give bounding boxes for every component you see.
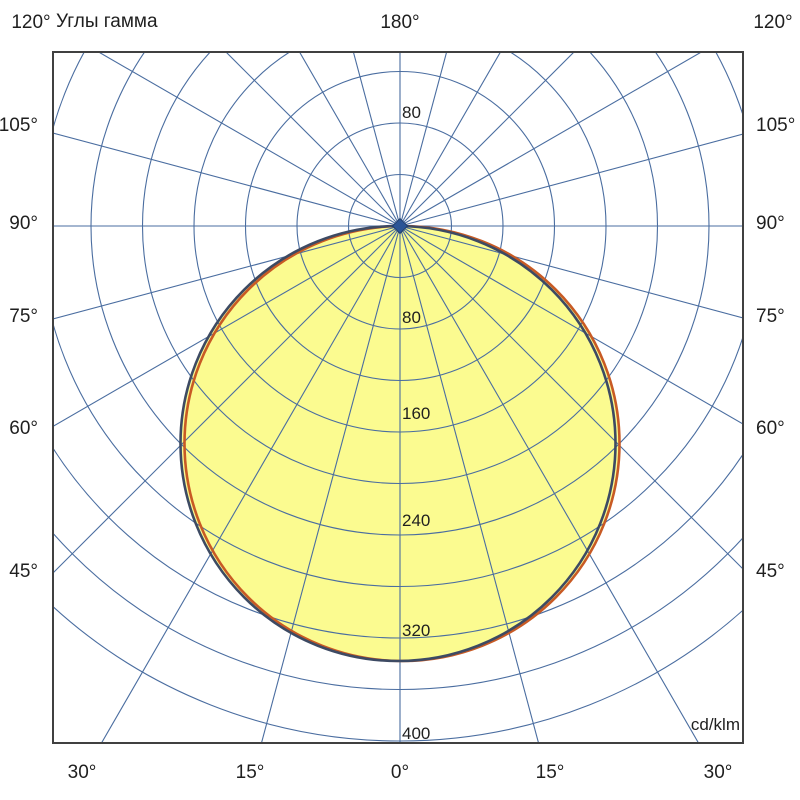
angle-label-bottom: 15° — [536, 762, 565, 783]
angle-label-left: 105° — [0, 115, 38, 136]
gamma-ray — [399, 225, 743, 319]
angle-label-left: 90° — [9, 213, 38, 234]
photometric-center-marker — [391, 217, 409, 235]
angle-label-bottom: 15° — [236, 762, 265, 783]
angle-label-right: 75° — [756, 306, 785, 327]
gamma-ray — [53, 225, 401, 320]
gamma-ray — [399, 133, 743, 227]
chart-frame — [52, 51, 744, 744]
gamma-ray — [399, 225, 743, 570]
gamma-ray — [399, 225, 743, 425]
gamma-ray — [100, 225, 401, 743]
angle-label-top: 120° — [11, 12, 50, 33]
intensity-fill — [180, 226, 616, 661]
radial-scale-label: 320 — [402, 621, 430, 640]
gamma-ray — [260, 225, 401, 743]
angle-label-top: 180° — [380, 12, 419, 33]
angle-label-bottom: 0° — [391, 762, 409, 783]
radial-scale-label: 80 — [402, 308, 421, 327]
radial-scale-label: 160 — [402, 404, 430, 423]
gamma-ray — [97, 52, 401, 227]
gamma-ray — [399, 52, 703, 227]
angle-label-bottom: 30° — [704, 762, 733, 783]
gamma-ray — [399, 52, 575, 227]
radial-scale-label: 240 — [402, 511, 430, 530]
angle-label-right: 45° — [756, 561, 785, 582]
angle-label-left: 45° — [9, 561, 38, 582]
gamma-ray — [53, 225, 401, 574]
angle-label-left: 75° — [9, 306, 38, 327]
gamma-ray — [399, 52, 448, 227]
gamma-ray — [352, 52, 401, 227]
gamma-ray — [399, 225, 540, 743]
angle-label-bottom: 30° — [68, 762, 97, 783]
radial-unit-label: cd/klm — [690, 715, 740, 734]
gamma-ray — [53, 225, 401, 427]
angle-label-left: 60° — [9, 418, 38, 439]
angle-label-right: 60° — [756, 418, 785, 439]
radial-scale-label: 400 — [402, 724, 430, 743]
gamma-ray — [53, 132, 401, 227]
angle-label-right: 90° — [756, 213, 785, 234]
gamma-ray — [225, 52, 401, 227]
gamma-ray — [399, 52, 502, 227]
angle-label-right: 105° — [756, 115, 795, 136]
radial-scale-label: 80 — [402, 103, 421, 122]
angle-label-top: 120° — [753, 12, 792, 33]
gamma-ray — [298, 52, 401, 227]
gamma-ray — [399, 225, 700, 743]
chart-title: Углы гамма — [56, 11, 158, 32]
